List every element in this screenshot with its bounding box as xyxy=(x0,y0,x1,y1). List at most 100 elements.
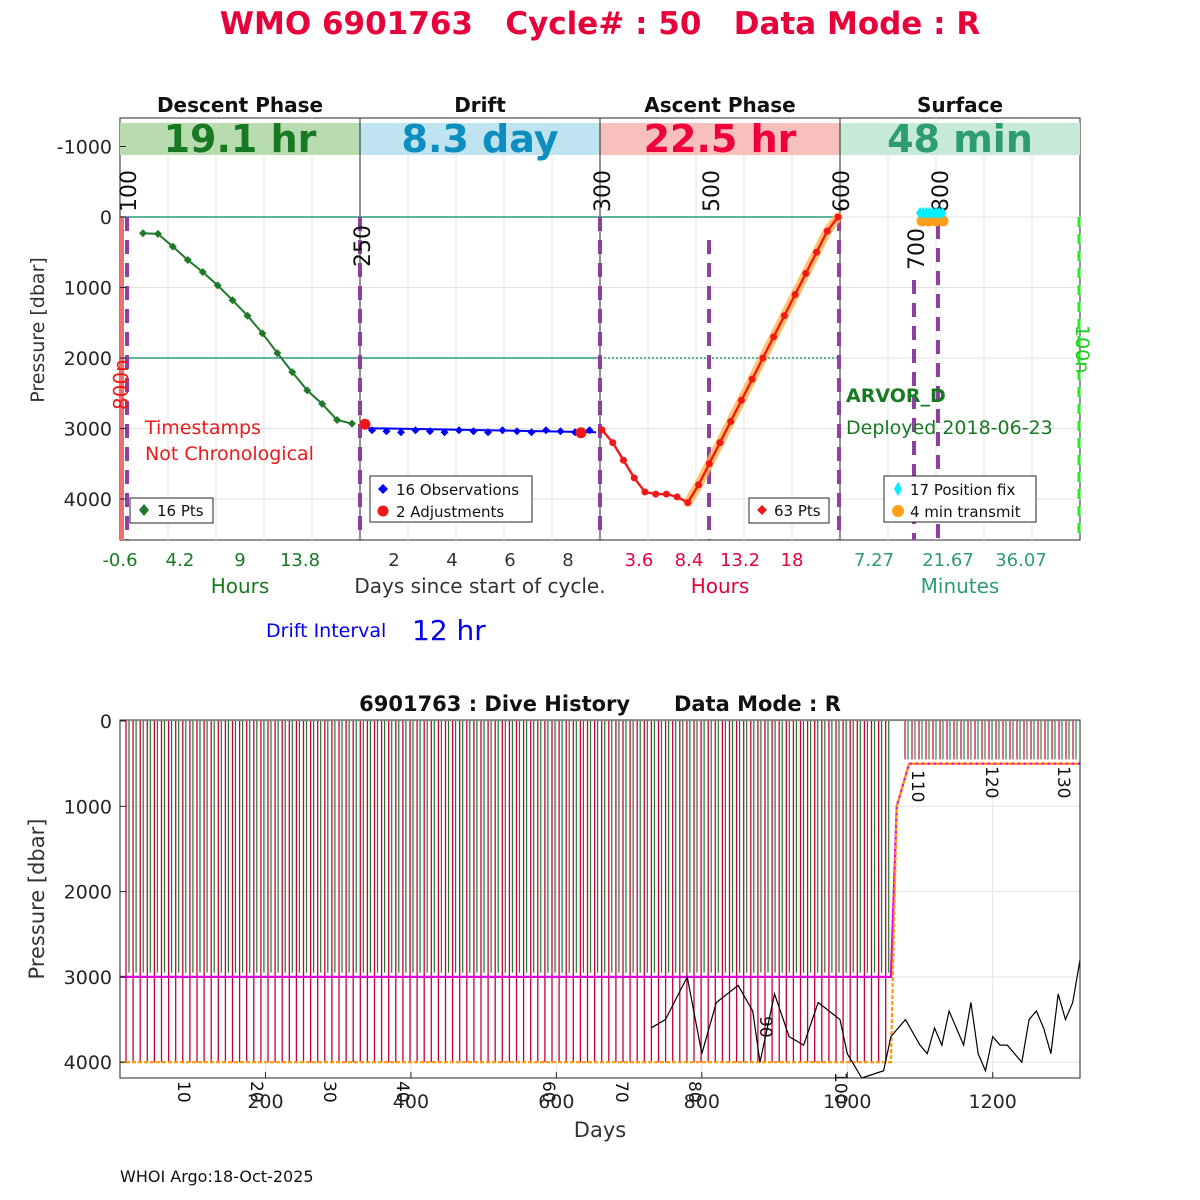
x-tick-label: 8.4 xyxy=(675,550,704,571)
descent-line xyxy=(142,232,353,425)
x-tick-label: 18 xyxy=(781,550,804,571)
x-axis: 200 400 600 800 1000 1200 xyxy=(247,1072,1017,1113)
left-depth-bar xyxy=(120,217,124,540)
y-tick-label: 1000 xyxy=(64,796,112,818)
ascent-point xyxy=(737,396,745,404)
y-axis-label: Pressure [dbar] xyxy=(27,257,49,403)
marker-label: 600 xyxy=(830,170,855,212)
cycle-label: 130 xyxy=(1053,766,1073,798)
legend-marker xyxy=(378,484,388,494)
right-depth-label: 100n xyxy=(1071,325,1093,373)
ascent-point xyxy=(630,474,638,482)
drift-point xyxy=(397,428,405,437)
drift-point xyxy=(469,427,478,436)
marker-label: 300 xyxy=(591,170,616,212)
x-tick-label: 8 xyxy=(562,550,573,571)
x-tick-label: 36.07 xyxy=(995,550,1047,571)
drift-point xyxy=(498,426,507,435)
descent-point xyxy=(153,229,162,238)
drift-point xyxy=(382,427,391,436)
ascent-point xyxy=(705,460,713,468)
x-axis-label: Minutes xyxy=(921,574,1000,598)
descent-point xyxy=(273,349,282,358)
figure-title: WMO 6901763 Cycle# : 50 Data Mode : R xyxy=(220,6,981,42)
plot-frame xyxy=(119,719,1081,1079)
phase-title: Surface xyxy=(917,93,1003,117)
x-axis: -0.6 4.2 9 13.8 Hours 2 4 6 8 Days since start of… xyxy=(102,550,1046,598)
x-tick-label: 21.67 xyxy=(922,550,974,571)
y-axis: 0 1000 2000 3000 4000 xyxy=(64,711,126,1074)
cycle-label: 110 xyxy=(907,770,927,802)
descent-point xyxy=(318,399,327,408)
drift-point xyxy=(556,427,565,436)
drift-interval-label: Drift Interval xyxy=(266,620,386,642)
drift-point xyxy=(527,428,536,437)
x-tick-label: 4.2 xyxy=(166,550,195,571)
drift-point xyxy=(513,427,521,436)
descent-point xyxy=(303,386,312,395)
x-tick-label: -0.6 xyxy=(102,550,137,571)
cycle-label: 90 xyxy=(755,1016,775,1038)
legend-label: 17 Position fix xyxy=(910,481,1015,499)
x-axis-label: Hours xyxy=(691,574,750,598)
x-axis-label: Hours xyxy=(211,574,270,598)
y-tick-label: -1000 xyxy=(57,137,112,159)
y-tick-label: 1000 xyxy=(64,278,112,300)
descent-point xyxy=(258,329,267,338)
descent-point xyxy=(243,311,252,320)
drift-adjustment xyxy=(575,427,587,439)
ascent-point xyxy=(770,333,778,341)
float-type: ARVOR_D xyxy=(846,385,946,407)
drift-point xyxy=(585,426,594,435)
cycle-label: 100 xyxy=(830,1072,850,1104)
dive-history-chart: 6901763 : Dive History Data Mode : R 10 2… xyxy=(25,692,1081,1142)
x-tick-label: 6 xyxy=(504,550,515,571)
x-tick-label: 400 xyxy=(393,1091,429,1113)
ascent-line xyxy=(601,216,839,505)
ascent-point xyxy=(716,439,724,447)
y-tick-label: 2000 xyxy=(64,882,112,904)
cycle-label: 70 xyxy=(611,1081,631,1103)
drift-point xyxy=(426,427,434,436)
legend-label: 16 Observations xyxy=(396,481,519,499)
cycle-label: 80 xyxy=(684,1081,704,1103)
phase-duration-box xyxy=(600,123,840,155)
cycle-label: 10 xyxy=(173,1081,193,1103)
drift-adjustment xyxy=(359,418,371,430)
phase-duration-box xyxy=(840,123,1080,155)
grid xyxy=(120,720,1080,1078)
warning-line-1: Timestamps xyxy=(144,417,261,439)
marker-label: 100 xyxy=(117,170,142,212)
descent-point xyxy=(348,419,356,428)
legend-marker xyxy=(757,505,767,515)
ascent-point xyxy=(652,490,660,498)
phase-title: Ascent Phase xyxy=(644,93,795,117)
y-tick-label: 3000 xyxy=(64,419,112,441)
warning-line-2: Not Chronological xyxy=(145,443,314,465)
ascent-point xyxy=(813,248,821,256)
ascent-point xyxy=(748,375,756,383)
series-bathymetry xyxy=(650,959,1081,1079)
ascent-point xyxy=(823,227,831,235)
cycle-label: 20 xyxy=(246,1081,266,1103)
drift-point xyxy=(440,428,449,437)
y-axis-label: Pressure [dbar] xyxy=(25,819,49,980)
cycle-label: 60 xyxy=(538,1081,558,1103)
drift-point xyxy=(411,426,420,435)
series-profile-pressure xyxy=(120,762,1080,1064)
legend-label: 2 Adjustments xyxy=(396,503,504,521)
x-tick-label: 600 xyxy=(538,1091,574,1113)
legend-drift: 16 Observations 2 Adjustments xyxy=(369,475,533,523)
ascent-point xyxy=(759,354,767,362)
ascent-point xyxy=(673,493,681,501)
x-tick-label: 800 xyxy=(684,1091,720,1113)
legend-marker xyxy=(377,505,389,517)
left-depth-label: 800n xyxy=(109,359,133,410)
ascent-point xyxy=(834,213,842,221)
cycle-label: 30 xyxy=(319,1081,339,1103)
marker-label: 250 xyxy=(351,225,376,267)
legend-marker xyxy=(894,482,902,496)
drift-point xyxy=(484,428,492,437)
